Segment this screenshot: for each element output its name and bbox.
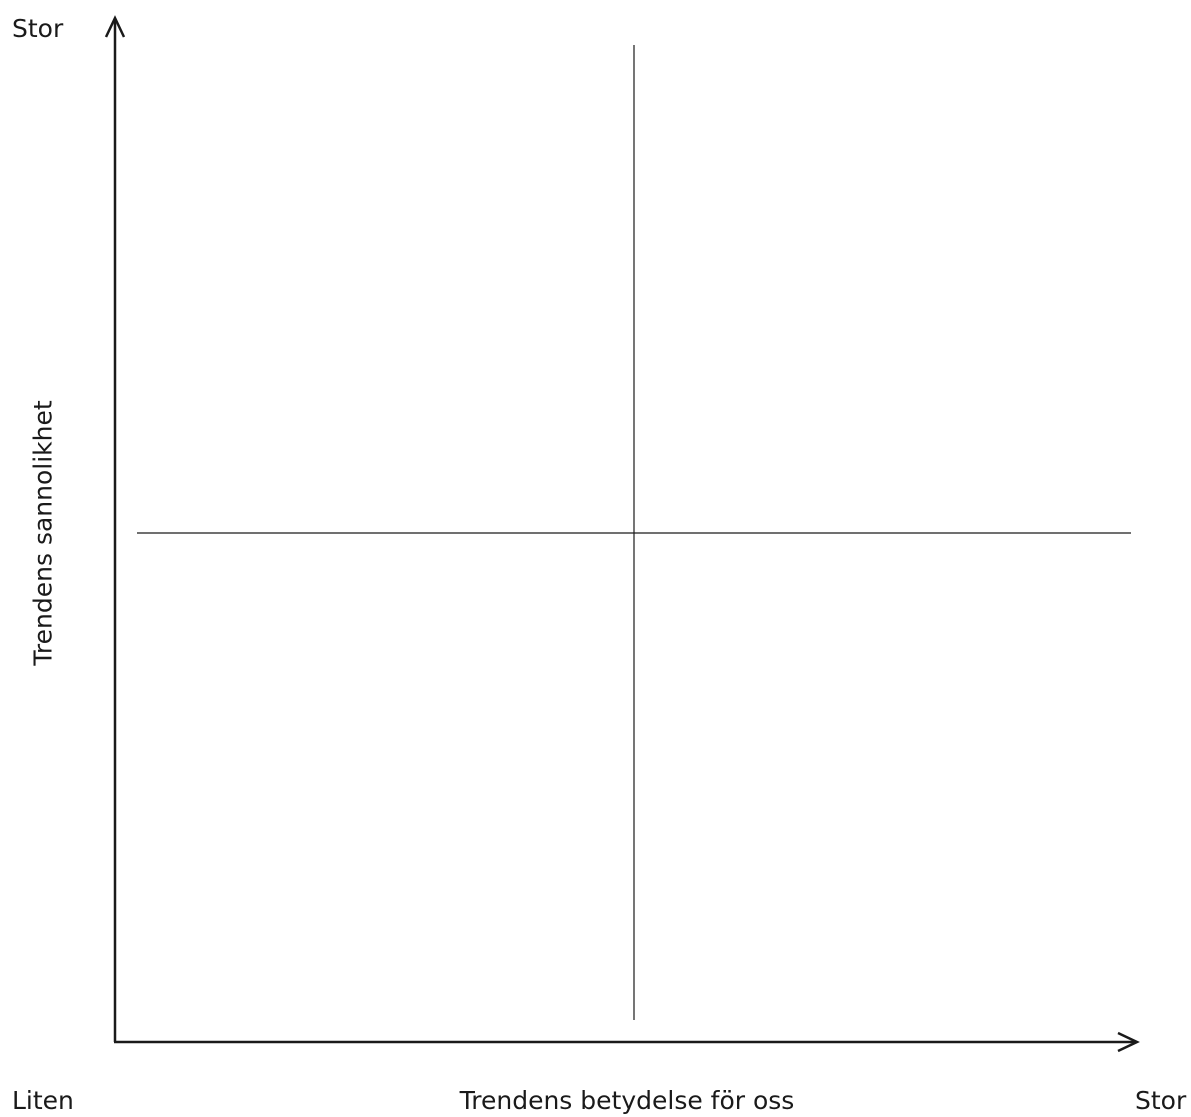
y-axis-arrowhead (104, 15, 126, 38)
x-axis-title: Trendens betydelse för oss (459, 1086, 795, 1115)
x-axis-low-label: Liten (12, 1086, 74, 1115)
y-axis-high-label: Stor (12, 14, 64, 43)
y-axis-title: Trendens sannolikhet (28, 400, 58, 666)
x-axis-arrowhead (1117, 1031, 1140, 1053)
x-axis-high-label: Stor (1135, 1086, 1187, 1115)
